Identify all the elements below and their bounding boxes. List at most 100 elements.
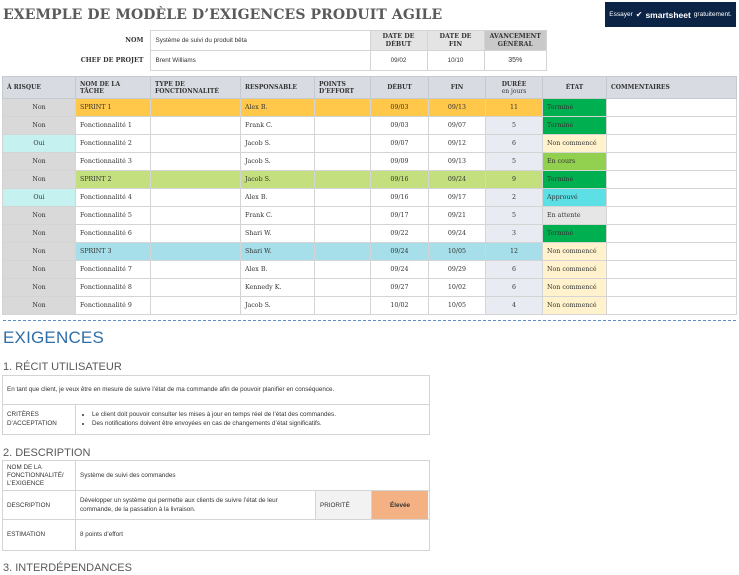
cell-etat[interactable]: Terminé: [542, 170, 607, 189]
sprint-row[interactable]: Non SPRINT 3 Shari W. 09/24 10/05 12 Non comme…: [2, 242, 737, 261]
cell-responsable[interactable]: Shari W.: [240, 224, 315, 243]
cell-debut[interactable]: 09/09: [370, 152, 429, 171]
cell-etat[interactable]: En attente: [542, 206, 607, 225]
cell-debut[interactable]: 09/27: [370, 278, 429, 297]
cell-tache[interactable]: Fonctionnalité 2: [75, 134, 151, 153]
cell-risque[interactable]: Non: [2, 170, 76, 189]
cell-risque[interactable]: Non: [2, 98, 76, 117]
cell-points[interactable]: [314, 206, 371, 225]
cell-fin[interactable]: 10/05: [428, 242, 486, 261]
cell-etat[interactable]: Non commencé: [542, 242, 607, 261]
cell-type[interactable]: [150, 278, 241, 297]
table-row[interactable]: Non Fonctionnalité 8 Kennedy K. 09/27 10/02 6…: [2, 278, 737, 297]
cell-points[interactable]: [314, 224, 371, 243]
cell-fin[interactable]: 09/24: [428, 224, 486, 243]
cell-debut[interactable]: 09/03: [370, 98, 429, 117]
cell-risque[interactable]: Non: [2, 278, 76, 297]
avancement-value[interactable]: 35%: [483, 50, 547, 71]
cell-debut[interactable]: 09/17: [370, 206, 429, 225]
cell-points[interactable]: [314, 188, 371, 207]
cell-responsable[interactable]: Jacob S.: [240, 134, 315, 153]
cell-type[interactable]: [150, 296, 241, 315]
cell-duree[interactable]: 4: [485, 296, 543, 315]
table-row[interactable]: Oui Fonctionnalité 4 Alex B. 09/16 09/17 2 App…: [2, 188, 737, 207]
cell-responsable[interactable]: Shari W.: [240, 242, 315, 261]
cell-risque[interactable]: Oui: [2, 134, 76, 153]
cell-duree[interactable]: 5: [485, 116, 543, 135]
cell-commentaires[interactable]: [606, 188, 737, 207]
cell-etat[interactable]: Terminé: [542, 98, 607, 117]
cell-duree[interactable]: 2: [485, 188, 543, 207]
table-row[interactable]: Non Fonctionnalité 5 Frank C. 09/17 09/21 5 En…: [2, 206, 737, 225]
cell-fin[interactable]: 09/17: [428, 188, 486, 207]
cell-risque[interactable]: Non: [2, 260, 76, 279]
cell-points[interactable]: [314, 260, 371, 279]
cell-etat[interactable]: Terminé: [542, 224, 607, 243]
cell-duree[interactable]: 6: [485, 260, 543, 279]
cell-risque[interactable]: Non: [2, 242, 76, 261]
smartsheet-banner[interactable]: Essayer ✔ smartsheet gratuitement.: [605, 2, 736, 27]
cell-type[interactable]: [150, 242, 241, 261]
cell-fin[interactable]: 10/02: [428, 278, 486, 297]
cell-risque[interactable]: Non: [2, 224, 76, 243]
cell-debut[interactable]: 09/07: [370, 134, 429, 153]
cell-debut[interactable]: 09/22: [370, 224, 429, 243]
cell-type[interactable]: [150, 98, 241, 117]
cell-duree[interactable]: 9: [485, 170, 543, 189]
cell-commentaires[interactable]: [606, 116, 737, 135]
cell-duree[interactable]: 5: [485, 206, 543, 225]
cell-debut[interactable]: 09/24: [370, 242, 429, 261]
cell-points[interactable]: [314, 134, 371, 153]
cell-type[interactable]: [150, 260, 241, 279]
cell-points[interactable]: [314, 278, 371, 297]
cell-responsable[interactable]: Jacob S.: [240, 296, 315, 315]
cell-type[interactable]: [150, 134, 241, 153]
cell-fin[interactable]: 09/29: [428, 260, 486, 279]
cell-duree[interactable]: 6: [485, 278, 543, 297]
table-row[interactable]: Non Fonctionnalité 6 Shari W. 09/22 09/24 3 Te…: [2, 224, 737, 243]
cell-duree[interactable]: 3: [485, 224, 543, 243]
cell-duree[interactable]: 6: [485, 134, 543, 153]
cell-type[interactable]: [150, 188, 241, 207]
cell-etat[interactable]: Non commencé: [542, 296, 607, 315]
cell-tache[interactable]: Fonctionnalité 6: [75, 224, 151, 243]
cell-etat[interactable]: Non commencé: [542, 134, 607, 153]
cell-etat[interactable]: Non commencé: [542, 260, 607, 279]
cell-fin[interactable]: 09/12: [428, 134, 486, 153]
sprint-row[interactable]: Non SPRINT 1 Alex B. 09/03 09/13 11 Terminé: [2, 98, 737, 117]
cell-type[interactable]: [150, 170, 241, 189]
cell-etat[interactable]: Non commencé: [542, 278, 607, 297]
cell-fin[interactable]: 10/05: [428, 296, 486, 315]
cell-etat[interactable]: En cours: [542, 152, 607, 171]
cell-risque[interactable]: Non: [2, 206, 76, 225]
cell-duree[interactable]: 12: [485, 242, 543, 261]
cell-fin[interactable]: 09/07: [428, 116, 486, 135]
table-row[interactable]: Non Fonctionnalité 9 Jacob S. 10/02 10/05 4 No…: [2, 296, 737, 315]
cell-responsable[interactable]: Alex B.: [240, 260, 315, 279]
sprint-row[interactable]: Non SPRINT 2 Jacob S. 09/16 09/24 9 Terminé: [2, 170, 737, 189]
cell-fin[interactable]: 09/21: [428, 206, 486, 225]
cell-type[interactable]: [150, 116, 241, 135]
cell-tache[interactable]: Fonctionnalité 3: [75, 152, 151, 171]
cell-responsable[interactable]: Jacob S.: [240, 170, 315, 189]
cell-debut[interactable]: 10/02: [370, 296, 429, 315]
cell-commentaires[interactable]: [606, 296, 737, 315]
cell-points[interactable]: [314, 152, 371, 171]
cell-risque[interactable]: Oui: [2, 188, 76, 207]
cell-debut[interactable]: 09/24: [370, 260, 429, 279]
chef-value[interactable]: Brent Williams: [149, 50, 371, 71]
table-row[interactable]: Non Fonctionnalité 3 Jacob S. 09/09 09/13 5 En…: [2, 152, 737, 171]
cell-risque[interactable]: Non: [2, 296, 76, 315]
cell-tache[interactable]: Fonctionnalité 8: [75, 278, 151, 297]
cell-commentaires[interactable]: [606, 260, 737, 279]
cell-debut[interactable]: 09/16: [370, 170, 429, 189]
cell-tache[interactable]: Fonctionnalité 9: [75, 296, 151, 315]
criteres-list[interactable]: Le client doit pouvoir consulter les mis…: [78, 404, 426, 434]
cell-type[interactable]: [150, 152, 241, 171]
cell-tache[interactable]: Fonctionnalité 7: [75, 260, 151, 279]
cell-debut[interactable]: 09/16: [370, 188, 429, 207]
table-row[interactable]: Oui Fonctionnalité 2 Jacob S. 09/07 09/12 6 No…: [2, 134, 737, 153]
cell-commentaires[interactable]: [606, 98, 737, 117]
cell-risque[interactable]: Non: [2, 152, 76, 171]
cell-tache[interactable]: Fonctionnalité 4: [75, 188, 151, 207]
